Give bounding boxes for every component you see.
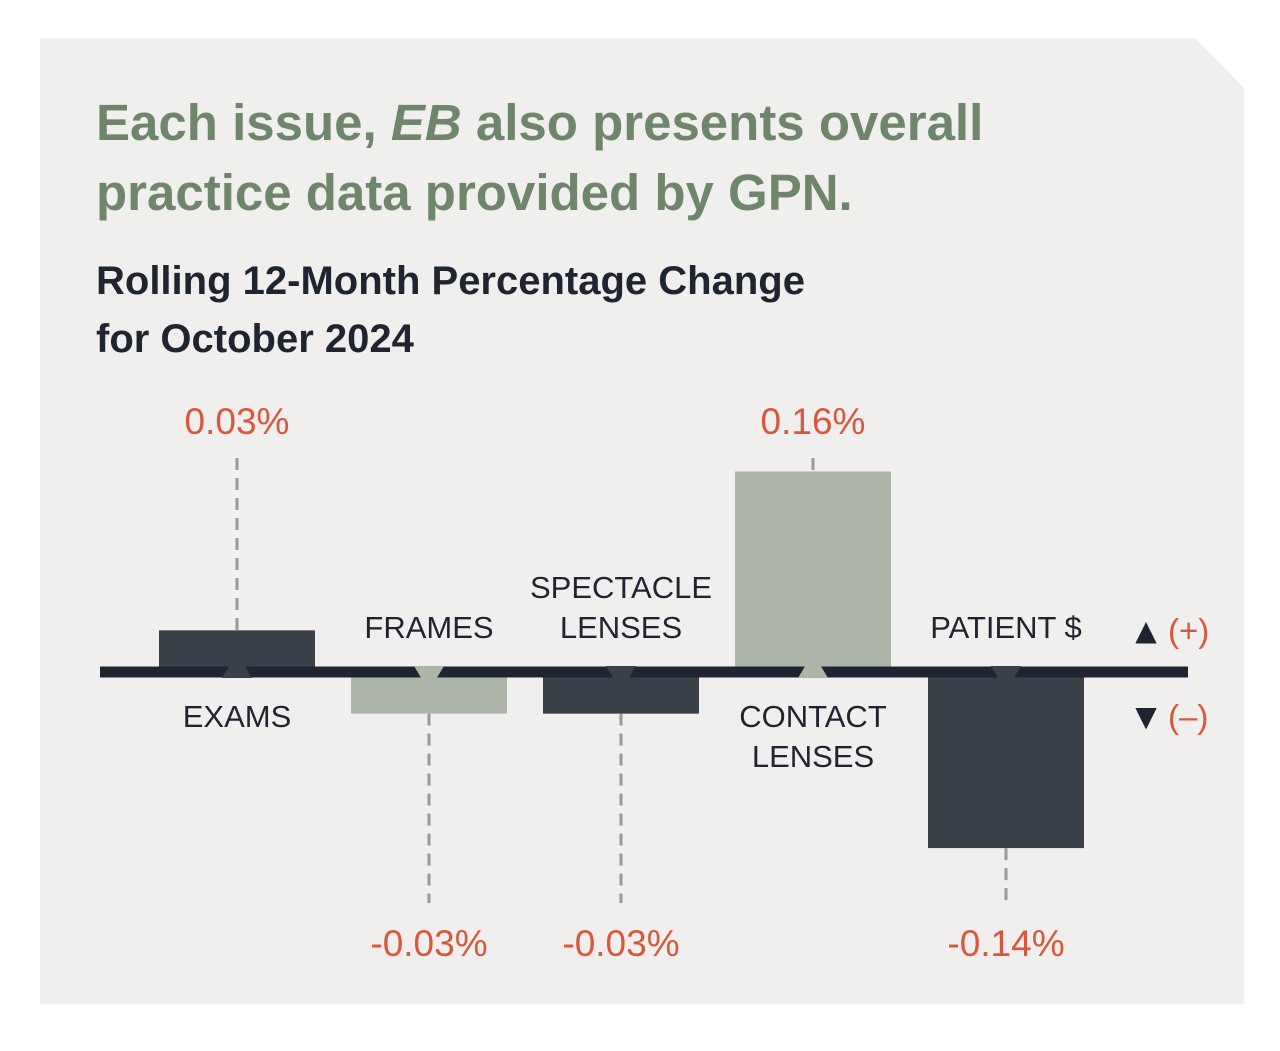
value-label-3: -0.03% — [562, 923, 679, 964]
axis-notch-5 — [991, 666, 1021, 691]
axis-notch-4 — [798, 653, 828, 678]
value-label-1: 0.03% — [185, 401, 290, 442]
bar-5 — [928, 677, 1084, 849]
category-label-4: CONTACT LENSES — [739, 699, 887, 774]
category-label-3: SPECTACLE LENSES — [530, 570, 712, 645]
value-label-4: 0.16% — [761, 401, 866, 442]
value-label-2: -0.03% — [370, 923, 487, 964]
value-label-5: -0.14% — [947, 923, 1064, 964]
chart-title: Rolling 12-Month Percentage Change for Oc… — [96, 259, 805, 361]
headline-emphasis: EB — [390, 94, 462, 151]
category-label-2: FRAMES — [364, 610, 493, 645]
axis-notch-3 — [606, 666, 636, 691]
category-label-5: PATIENT $ — [930, 610, 1082, 645]
axis-notch-1 — [222, 653, 252, 678]
bar-4 — [735, 471, 891, 667]
legend-positive-label: (+) — [1168, 612, 1209, 649]
legend-down-triangle-icon: ▼ — [1135, 700, 1157, 733]
headline: Each issue, EB also presents overall pra… — [96, 94, 984, 221]
legend-up-triangle-icon: ▲ — [1135, 614, 1157, 647]
category-label-1: EXAMS — [183, 699, 292, 734]
legend-negative-label: (–) — [1168, 698, 1208, 735]
axis-notch-2 — [414, 666, 444, 691]
